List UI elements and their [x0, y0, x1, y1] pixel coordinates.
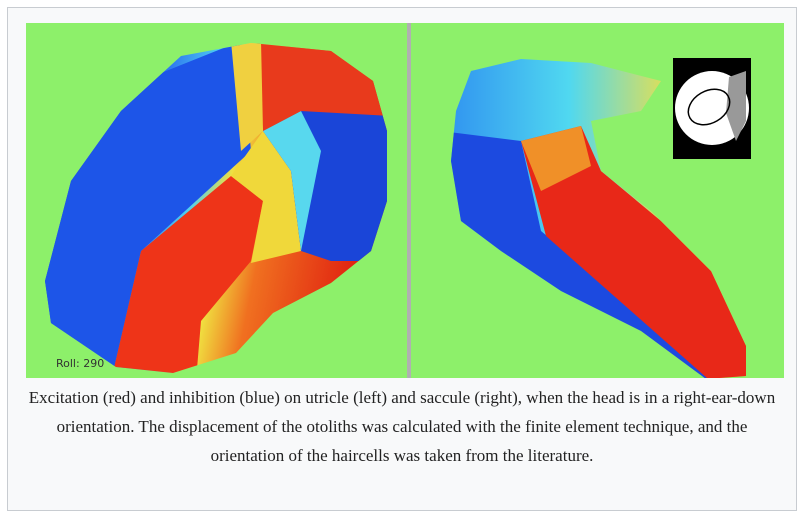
figure-frame: Roll: 290 Excitation (red) and inhibitio… [7, 7, 797, 511]
inset-head [687, 88, 731, 126]
figure-caption: Excitation (red) and inhibition (blue) o… [28, 388, 776, 465]
inset-ear [726, 71, 746, 141]
figure-image: Roll: 290 [26, 23, 784, 378]
roll-label: Roll: 290 [56, 357, 104, 370]
divider [407, 23, 411, 378]
